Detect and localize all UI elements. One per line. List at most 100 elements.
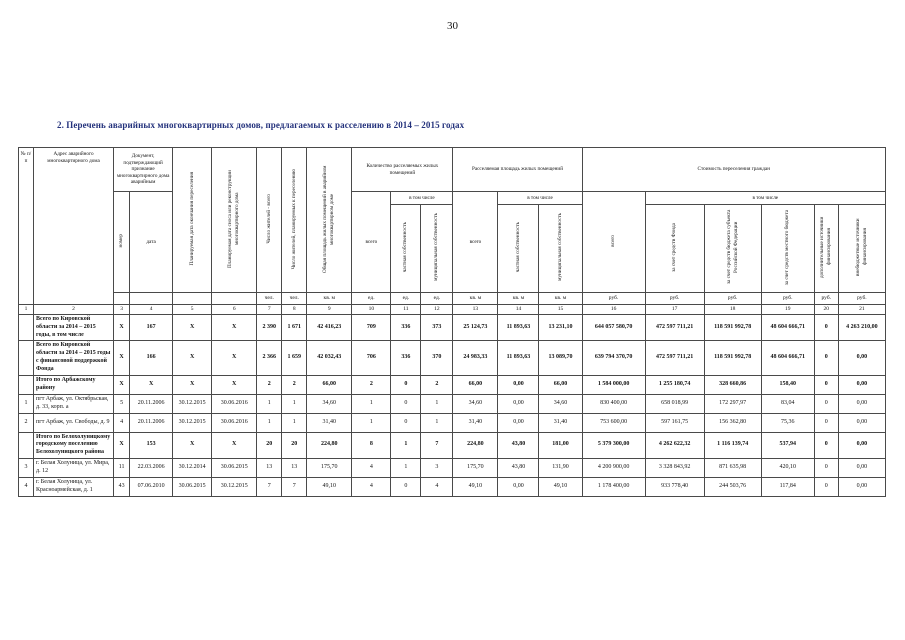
table-cell: 75,36 (760, 412, 815, 433)
table-cell: 167 (129, 313, 174, 342)
document-title: 2. Перечень аварийных многоквартирных до… (57, 120, 465, 130)
column-number-cell: 14 (497, 304, 540, 315)
header-row-subgroups: номер дата всего в том числе всего в том… (19, 191, 887, 293)
table-cell: 5 379 300,00 (581, 431, 646, 459)
table-cell: 172 297,97 (703, 393, 762, 414)
column-number-cell: 16 (581, 304, 646, 315)
table-cell: 224,80 (306, 431, 353, 459)
table-cell: 2 366 (256, 340, 283, 376)
table-cell: 4 (351, 476, 392, 497)
column-number-cell: 6 (211, 304, 258, 315)
header-cost-local: за счет средств местного бюджета (760, 204, 815, 293)
table-cell: X (113, 313, 131, 342)
header-area-municipal: муниципальная собственность (538, 204, 583, 293)
header-area-private-label: частная собственность (514, 222, 521, 273)
table-cell: 34,60 (306, 393, 353, 414)
table-cell: 1 (281, 393, 308, 414)
table-cell: 706 (351, 340, 392, 376)
table-cell: 1 (420, 393, 454, 414)
header-cost-group-label: Стоимость переселения граждан (697, 166, 770, 173)
address-cell: Всего по Кировской области за 2014 – 201… (33, 313, 115, 342)
table-cell: 0,00 (837, 374, 887, 395)
unit-cell: руб. (703, 292, 762, 305)
table-cell: 181,00 (538, 431, 583, 459)
table-cell: 871 635,98 (703, 457, 762, 478)
unit-cell (172, 292, 213, 305)
header-cost-total: всего (581, 191, 646, 293)
table-cell: 472 597 711,21 (644, 313, 705, 342)
table-cell: X (211, 431, 258, 459)
header-address-label: Адрес аварийного многоквартирного дома (47, 151, 100, 164)
table-cell: 472 597 711,21 (644, 340, 705, 376)
table-cell: 0,00 (497, 476, 540, 497)
header-row-detail: частная собственность муниципальная собс… (19, 204, 887, 293)
header-num-label: № п/п (20, 151, 32, 164)
table-cell: 3 (17, 457, 35, 478)
header-cost-including: в том числе (644, 191, 887, 205)
header-cost-fund: за счет средств Фонда (644, 204, 705, 293)
table-cell (17, 431, 35, 459)
table-cell: 658 018,99 (644, 393, 705, 414)
table-cell: 370 (420, 340, 454, 376)
column-number-cell: 11 (390, 304, 422, 315)
column-number-cell: 20 (813, 304, 839, 315)
table-cell: 30.06.2016 (211, 393, 258, 414)
table-cell: 13 (256, 457, 283, 478)
table-cell: 7 (420, 431, 454, 459)
address-cell: пгт Арбаж, ул. Октябрьская, д. 33, корп.… (33, 393, 115, 414)
header-count-including: в том числе (390, 191, 454, 205)
table-cell: 3 328 843,92 (644, 457, 705, 478)
table-cell (17, 374, 35, 395)
column-number-cell: 4 (129, 304, 174, 315)
table-cell: 1 671 (281, 313, 308, 342)
header-num: № п/п (17, 147, 35, 305)
table-cell: 13 (281, 457, 308, 478)
table-cell: 0 (813, 313, 839, 342)
unit-cell: руб. (837, 292, 887, 305)
table-cell: 0,00 (837, 457, 887, 478)
header-count-total: всего (351, 191, 392, 293)
table-cell: 2 (420, 374, 454, 395)
unit-cell: чел. (281, 292, 308, 305)
page-number: 30 (447, 20, 458, 32)
table-cell: 537,94 (760, 431, 815, 459)
table-cell: 4 263 210,00 (837, 313, 887, 342)
table-cell: 1 (390, 431, 422, 459)
unit-cell: ед. (420, 292, 454, 305)
table-cell: 11 (113, 457, 131, 478)
table-cell: 4 (113, 412, 131, 433)
table-cell: 1 (256, 393, 283, 414)
header-doc-number-label: номер (118, 234, 125, 248)
table-cell: X (129, 374, 174, 395)
column-number-cell: 21 (837, 304, 887, 315)
table-cell: 4 (420, 476, 454, 497)
header-doc-date: дата (129, 191, 174, 293)
header-total-area: Общая площадь жилых помещений в аварийно… (306, 147, 353, 293)
unit-cell (211, 292, 258, 305)
table-cell: 2 390 (256, 313, 283, 342)
table-cell: 1 (281, 412, 308, 433)
header-area-group: Расселяемая площадь жилых помещений (452, 147, 583, 192)
header-cost-additional-label: дополнительные источники финансирования (819, 216, 833, 278)
header-row-groups: № п/п Адрес аварийного многоквартирного … (17, 147, 887, 305)
table-cell: 158,40 (760, 374, 815, 395)
table-cell: 34,60 (452, 393, 499, 414)
column-number-cell: 19 (760, 304, 815, 315)
table-cell: 0 (390, 393, 422, 414)
header-demolition-date: Планируемая дата сноса или реконструкции… (211, 147, 258, 293)
unit-cell: кв. м (497, 292, 540, 305)
header-cost-region: за счет средств бюджета субъекта Российс… (703, 204, 762, 293)
table-cell: 0 (813, 340, 839, 376)
table-cell: 2 (17, 412, 35, 433)
table-cell: 3 (420, 457, 454, 478)
table-cell: 31,40 (452, 412, 499, 433)
table-cell: 66,00 (306, 374, 353, 395)
table-cell: 118 591 992,78 (703, 340, 762, 376)
table-cell: 42 032,43 (306, 340, 353, 376)
table-cell: 175,70 (452, 457, 499, 478)
table-cell: 1 (390, 457, 422, 478)
table-cell: 22.03.2006 (129, 457, 174, 478)
table-cell: 1 584 000,00 (581, 374, 646, 395)
table-cell: 42 416,23 (306, 313, 353, 342)
column-number-cell: 13 (452, 304, 499, 315)
